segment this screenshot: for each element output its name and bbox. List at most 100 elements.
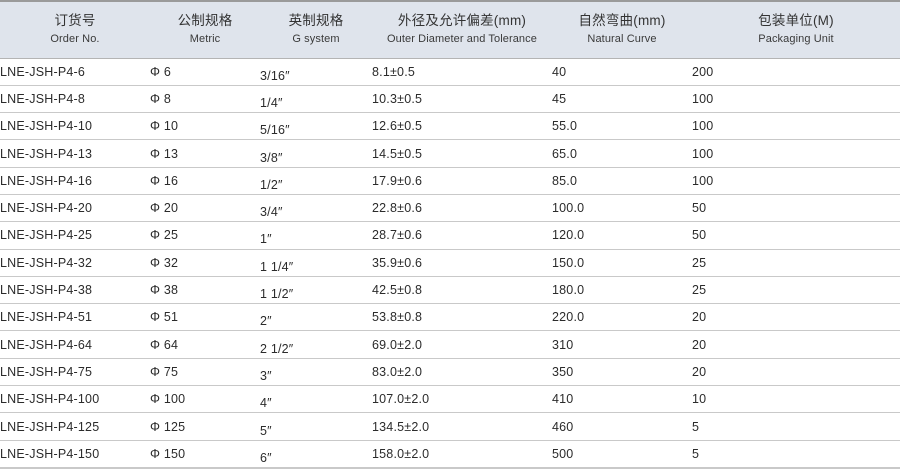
column-header-g-system: 英制规格 G system xyxy=(260,0,372,59)
column-header-order-no: 订货号 Order No. xyxy=(0,0,150,59)
cell-packaging-unit: 10 xyxy=(692,385,900,414)
cell-metric: Φ 64 xyxy=(150,330,260,359)
cell-metric: Φ 51 xyxy=(150,303,260,332)
g-system-value: 5″ xyxy=(260,423,272,438)
cell-outer-diameter: 12.6±0.5 xyxy=(372,112,552,141)
cell-packaging-unit: 100 xyxy=(692,167,900,195)
column-header-packaging-unit-cn: 包装单位(M) xyxy=(758,13,834,29)
cell-g-system: 1 1/4″ xyxy=(260,249,372,277)
cell-order-no: LNE-JSH-P4-64 xyxy=(0,330,150,359)
cell-order-no: LNE-JSH-P4-125 xyxy=(0,412,150,441)
table-row: LNE-JSH-P4-38 Φ 38 1 1/2″ 42.5±0.8 180.0 25 xyxy=(0,276,900,305)
column-header-metric-cn: 公制规格 xyxy=(177,13,233,29)
cell-natural-curve: 350 xyxy=(552,358,692,387)
cell-packaging-unit: 25 xyxy=(692,276,900,305)
cell-metric: Φ 125 xyxy=(150,412,260,441)
cell-order-no: LNE-JSH-P4-20 xyxy=(0,194,150,223)
cell-order-no: LNE-JSH-P4-32 xyxy=(0,249,150,277)
cell-natural-curve: 500 xyxy=(552,440,692,468)
g-system-value: 4″ xyxy=(260,396,272,411)
cell-natural-curve: 85.0 xyxy=(552,167,692,195)
column-header-outer-diameter: 外径及允许偏差(mm) Outer Diameter and Tolerance xyxy=(372,0,552,59)
cell-order-no: LNE-JSH-P4-150 xyxy=(0,440,150,468)
column-header-order-no-en: Order No. xyxy=(50,32,100,45)
cell-natural-curve: 120.0 xyxy=(552,221,692,250)
table-row: LNE-JSH-P4-8 Φ 8 1/4″ 10.3±0.5 45 100 xyxy=(0,85,900,114)
g-system-value: 2 1/2″ xyxy=(260,341,294,356)
cell-g-system: 3/16″ xyxy=(260,58,372,86)
table-row: LNE-JSH-P4-32 Φ 32 1 1/4″ 35.9±0.6 150.0 25 xyxy=(0,249,900,277)
cell-packaging-unit: 100 xyxy=(692,139,900,168)
g-system-value: 1/4″ xyxy=(260,95,283,110)
cell-order-no: LNE-JSH-P4-100 xyxy=(0,385,150,414)
cell-metric: Φ 100 xyxy=(150,385,260,414)
g-system-value: 2″ xyxy=(260,314,272,329)
cell-packaging-unit: 5 xyxy=(692,440,900,468)
column-header-g-system-en: G system xyxy=(292,32,340,45)
table-header: 订货号 Order No. 公制规格 Metric 英制规格 G system … xyxy=(0,0,900,59)
cell-packaging-unit: 5 xyxy=(692,412,900,441)
cell-metric: Φ 25 xyxy=(150,221,260,250)
g-system-value: 5/16″ xyxy=(260,123,290,138)
column-header-metric-en: Metric xyxy=(189,32,221,45)
cell-natural-curve: 150.0 xyxy=(552,249,692,277)
cell-order-no: LNE-JSH-P4-13 xyxy=(0,139,150,168)
table-row: LNE-JSH-P4-13 Φ 13 3/8″ 14.5±0.5 65.0 100 xyxy=(0,139,900,168)
cell-metric: Φ 8 xyxy=(150,85,260,114)
column-header-outer-diameter-cn: 外径及允许偏差(mm) xyxy=(397,13,527,29)
table-body: LNE-JSH-P4-6 Φ 6 3/16″ 8.1±0.5 40 200 LNE-JSH-… xyxy=(0,58,900,468)
g-system-value: 3/16″ xyxy=(260,68,290,83)
g-system-value: 6″ xyxy=(260,450,272,465)
cell-packaging-unit: 50 xyxy=(692,221,900,250)
cell-g-system: 5″ xyxy=(260,412,372,441)
cell-packaging-unit: 20 xyxy=(692,303,900,332)
cell-packaging-unit: 25 xyxy=(692,249,900,277)
cell-outer-diameter: 69.0±2.0 xyxy=(372,330,552,359)
column-header-packaging-unit: 包装单位(M) Packaging Unit xyxy=(692,0,900,59)
cell-metric: Φ 10 xyxy=(150,112,260,141)
g-system-value: 1″ xyxy=(260,232,272,247)
g-system-value: 1/2″ xyxy=(260,177,283,192)
cell-metric: Φ 150 xyxy=(150,440,260,468)
column-header-packaging-unit-en: Packaging Unit xyxy=(758,32,834,45)
cell-packaging-unit: 20 xyxy=(692,330,900,359)
cell-packaging-unit: 200 xyxy=(692,58,900,86)
cell-packaging-unit: 100 xyxy=(692,85,900,114)
table-row: LNE-JSH-P4-16 Φ 16 1/2″ 17.9±0.6 85.0 100 xyxy=(0,167,900,195)
cell-outer-diameter: 35.9±0.6 xyxy=(372,249,552,277)
cell-g-system: 6″ xyxy=(260,440,372,468)
cell-natural-curve: 40 xyxy=(552,58,692,86)
cell-metric: Φ 20 xyxy=(150,194,260,223)
column-header-natural-curve: 自然弯曲(mm) Natural Curve xyxy=(552,0,692,59)
cell-metric: Φ 75 xyxy=(150,358,260,387)
column-header-metric: 公制规格 Metric xyxy=(150,0,260,59)
cell-natural-curve: 45 xyxy=(552,85,692,114)
cell-packaging-unit: 20 xyxy=(692,358,900,387)
table-row: LNE-JSH-P4-6 Φ 6 3/16″ 8.1±0.5 40 200 xyxy=(0,58,900,86)
cell-g-system: 1/2″ xyxy=(260,167,372,195)
cell-metric: Φ 38 xyxy=(150,276,260,305)
cell-natural-curve: 310 xyxy=(552,330,692,359)
cell-outer-diameter: 8.1±0.5 xyxy=(372,58,552,86)
cell-natural-curve: 410 xyxy=(552,385,692,414)
cell-natural-curve: 55.0 xyxy=(552,112,692,141)
cell-order-no: LNE-JSH-P4-25 xyxy=(0,221,150,250)
cell-outer-diameter: 10.3±0.5 xyxy=(372,85,552,114)
table-row: LNE-JSH-P4-125 Φ 125 5″ 134.5±2.0 460 5 xyxy=(0,412,900,441)
table-row: LNE-JSH-P4-150 Φ 150 6″ 158.0±2.0 500 5 xyxy=(0,440,900,468)
column-header-natural-curve-en: Natural Curve xyxy=(587,32,657,45)
cell-metric: Φ 6 xyxy=(150,58,260,86)
g-system-value: 1 1/4″ xyxy=(260,259,294,274)
cell-g-system: 2 1/2″ xyxy=(260,330,372,359)
cell-packaging-unit: 100 xyxy=(692,112,900,141)
cell-metric: Φ 32 xyxy=(150,249,260,277)
table-row: LNE-JSH-P4-25 Φ 25 1″ 28.7±0.6 120.0 50 xyxy=(0,221,900,250)
g-system-value: 3/4″ xyxy=(260,205,283,220)
table-row: LNE-JSH-P4-10 Φ 10 5/16″ 12.6±0.5 55.0 100 xyxy=(0,112,900,141)
column-header-natural-curve-cn: 自然弯曲(mm) xyxy=(578,13,666,29)
cell-g-system: 1″ xyxy=(260,221,372,250)
cell-outer-diameter: 83.0±2.0 xyxy=(372,358,552,387)
cell-natural-curve: 65.0 xyxy=(552,139,692,168)
cell-natural-curve: 460 xyxy=(552,412,692,441)
